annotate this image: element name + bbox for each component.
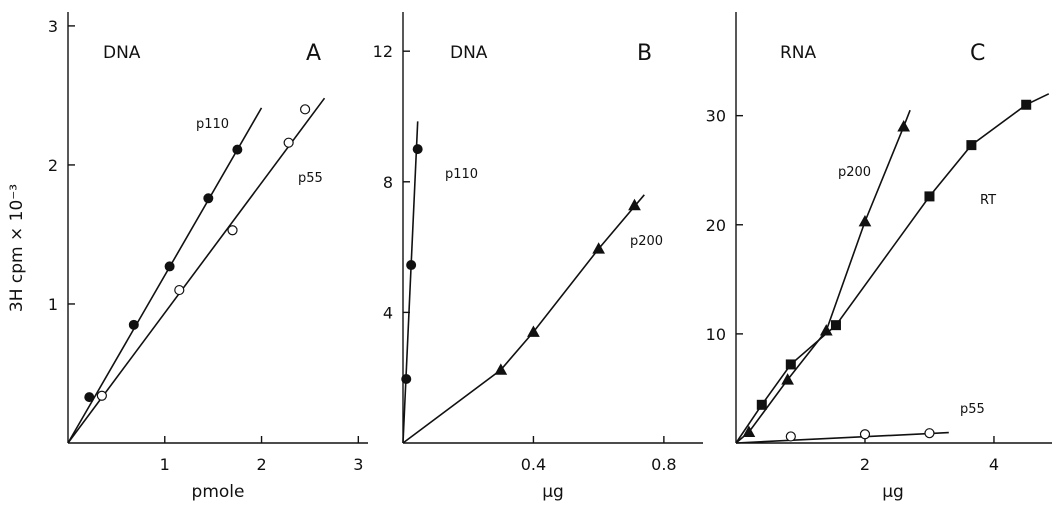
series-a-p110-line: [67, 107, 263, 444]
panel-a-letter: A: [306, 41, 321, 66]
panel-b: DNA B µg: [450, 41, 652, 502]
y-tick-label: 2: [48, 156, 58, 175]
x-tick-label: 2: [860, 455, 870, 474]
series-c-rt-line: [735, 93, 1050, 444]
series-a-p55-line: [67, 97, 326, 444]
data-point: [412, 144, 423, 155]
y-tick-label: 10: [706, 325, 726, 344]
y-tick-label: 30: [706, 107, 726, 126]
panel-c: RNA C µg: [780, 41, 985, 502]
data-point: [406, 260, 417, 271]
data-point: [84, 392, 95, 403]
series-a-p55-label: p55: [298, 171, 323, 186]
data-point: [128, 319, 139, 330]
data-point: [924, 428, 935, 439]
data-point: [232, 144, 243, 155]
x-tick-label: 0.4: [521, 455, 546, 474]
series-b-p110-line: [402, 121, 419, 444]
data-point: [897, 120, 911, 132]
series-c-p55-label: p55: [960, 402, 985, 417]
data-point: [924, 191, 935, 202]
series-c-p55-line: [735, 431, 949, 444]
data-point: [628, 198, 641, 211]
y-tick-label: 3: [48, 17, 58, 36]
panel-a: DNA A pmole: [103, 41, 321, 502]
data-point: [830, 320, 841, 331]
data-point: [756, 399, 767, 410]
data-point: [527, 325, 540, 337]
panel-b-plot: 0.4 0.8 4 8 12 p110 p200: [373, 12, 703, 474]
data-point: [858, 214, 872, 227]
panel-a-xlabel: pmole: [192, 482, 245, 502]
x-tick-label: 3: [353, 455, 363, 474]
data-point: [785, 431, 796, 442]
data-point: [96, 390, 107, 401]
data-point: [966, 140, 977, 151]
data-point: [785, 359, 796, 370]
panel-c-xlabel: µg: [882, 482, 904, 502]
y-tick-label: 1: [48, 295, 58, 314]
panel-c-plot: 2 4 10 20 30 p200 RT p55: [706, 12, 1052, 474]
series-c-rt-label: RT: [980, 193, 996, 208]
data-point: [859, 429, 871, 440]
data-point: [781, 373, 794, 385]
data-point: [592, 242, 606, 254]
y-tick-label: 4: [383, 303, 393, 322]
data-point: [227, 225, 238, 236]
panel-a-title: DNA: [103, 43, 141, 63]
data-point: [494, 363, 508, 375]
y-tick-label: 8: [383, 173, 393, 192]
series-b-p200-line: [402, 194, 645, 444]
panel-b-title: DNA: [450, 43, 488, 63]
series-a-p110-label: p110: [196, 117, 229, 132]
data-point: [164, 261, 175, 272]
y-tick-label: 20: [706, 216, 726, 235]
data-point: [1021, 99, 1032, 110]
data-point: [174, 284, 185, 296]
data-point: [401, 374, 412, 385]
x-tick-label: 1: [160, 455, 170, 474]
series-b-p200-label: p200: [630, 234, 663, 249]
panel-c-letter: C: [970, 41, 985, 66]
y-axis-label: 3H cpm × 10⁻³: [7, 184, 27, 312]
panel-b-xlabel: µg: [542, 482, 564, 502]
data-point: [283, 137, 294, 148]
x-tick-label: 2: [256, 455, 266, 474]
data-point: [742, 425, 756, 437]
series-b-p110-label: p110: [445, 167, 478, 182]
data-point: [203, 193, 214, 204]
data-point: [819, 324, 833, 336]
series-c-p200-line: [735, 109, 911, 444]
x-tick-label: 4: [989, 455, 999, 474]
panel-a-plot: 1 2 3 1 2 3 p110 p55: [48, 12, 368, 474]
panel-b-letter: B: [637, 41, 652, 66]
x-tick-label: 0.8: [651, 455, 676, 474]
data-point: [299, 104, 311, 115]
y-tick-label: 12: [373, 42, 393, 61]
series-c-p200-label: p200: [838, 165, 871, 180]
panel-c-title: RNA: [780, 43, 817, 63]
